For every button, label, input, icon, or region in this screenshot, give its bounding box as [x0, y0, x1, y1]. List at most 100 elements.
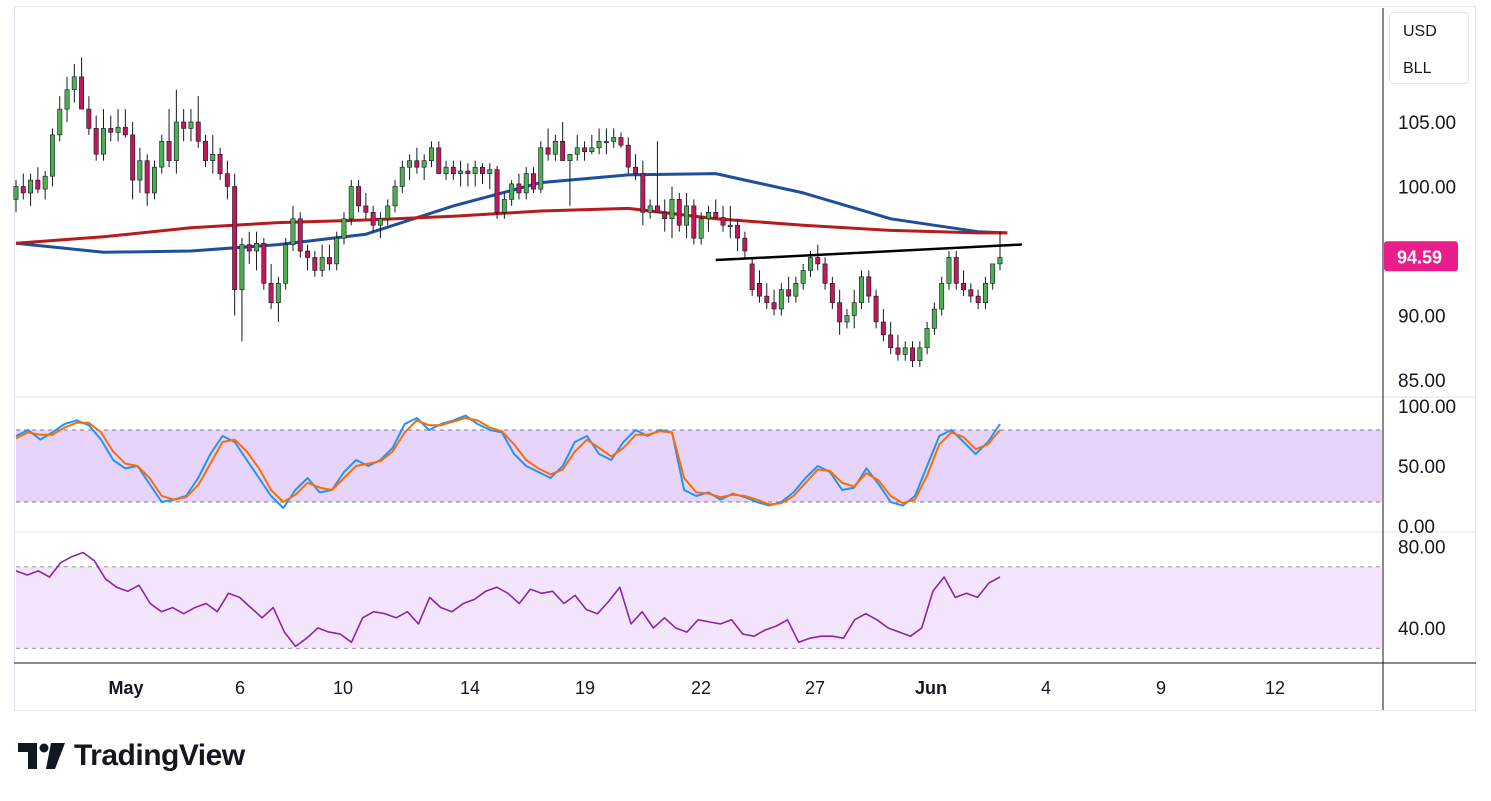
candle-body: [516, 183, 522, 194]
candle-body: [115, 126, 121, 133]
date-label: 10: [333, 678, 353, 698]
date-label: 14: [460, 678, 480, 698]
stochastic-tick-label: 100.00: [1398, 397, 1456, 418]
candle-body: [122, 126, 128, 136]
date-label: 4: [1041, 678, 1051, 698]
candle-body: [676, 199, 682, 226]
price-tick-label: 100.00: [1398, 178, 1456, 199]
month-label: Jun: [915, 678, 947, 698]
candle-body: [275, 282, 281, 303]
candle-body: [428, 147, 434, 162]
candle-body: [742, 237, 748, 252]
candle-body: [130, 134, 136, 181]
candle-body: [290, 218, 296, 245]
symbol-label: BLL: [1403, 60, 1432, 77]
candle-body: [283, 244, 289, 284]
candle-body: [858, 276, 864, 303]
candle-body: [49, 134, 55, 177]
rsi-tick-label: 40.00: [1398, 619, 1446, 640]
candle-body: [618, 137, 624, 146]
chart-frame[interactable]: [14, 6, 1476, 711]
candle-body: [348, 186, 354, 220]
candle-body: [487, 169, 493, 174]
stochastic-tick-label: 0.00: [1398, 517, 1435, 538]
candle-body: [20, 186, 26, 194]
candle-body: [356, 186, 361, 207]
candle-body: [509, 183, 515, 200]
rsi-line: [15, 551, 1001, 648]
candle-body: [312, 257, 318, 271]
candle-body: [997, 257, 1003, 265]
candle-body: [326, 257, 332, 265]
candle-body: [35, 179, 41, 190]
candle-body: [807, 257, 813, 271]
candle-body: [873, 295, 879, 323]
candle-body: [829, 282, 835, 303]
brand-logo[interactable]: TradingView: [18, 736, 245, 776]
candle-body: [450, 166, 456, 174]
currency-label: USD: [1403, 23, 1437, 40]
candle-body: [589, 147, 595, 153]
candle-body: [414, 160, 420, 168]
date-label: 22: [691, 678, 711, 698]
candle-body: [764, 295, 770, 303]
last-price-value: 94.59: [1397, 247, 1442, 267]
candle-body: [370, 212, 376, 226]
candle-body: [756, 282, 762, 297]
candle-body: [953, 257, 959, 284]
candle-body: [101, 128, 106, 155]
candle-body: [990, 263, 996, 284]
candle-body: [560, 141, 566, 161]
neckline-trendline: [715, 243, 1022, 262]
candle-body: [902, 347, 908, 355]
candle-body: [407, 160, 412, 168]
candle-body: [735, 224, 741, 239]
price-tick-label: 105.00: [1398, 113, 1456, 134]
candle-body: [713, 212, 719, 218]
candle-body: [691, 205, 697, 239]
date-label: 27: [805, 678, 825, 698]
candle-body: [917, 347, 923, 361]
candle-body: [210, 154, 216, 162]
candle-body: [530, 173, 536, 190]
candle-body: [596, 141, 602, 149]
candle-body: [268, 282, 274, 303]
candle-body: [982, 282, 988, 303]
candle-body: [108, 128, 114, 133]
candle-body: [749, 263, 755, 290]
candle-body: [778, 289, 784, 310]
candle-body: [436, 147, 442, 174]
candle-body: [254, 243, 259, 252]
candle-body: [319, 257, 325, 271]
date-label: 6: [235, 678, 245, 698]
candle-body: [79, 76, 85, 110]
candle-body: [851, 302, 857, 316]
candle-body: [421, 160, 427, 168]
candle-body: [931, 308, 937, 329]
candle-body: [698, 218, 704, 239]
candle-body: [603, 141, 609, 144]
date-label: 9: [1156, 678, 1166, 698]
stochastic-d-line: [15, 417, 1001, 506]
candle-body: [545, 147, 551, 155]
candle-body: [363, 205, 369, 213]
candle-body: [727, 224, 733, 227]
candle-body: [975, 295, 981, 303]
candles-group: [13, 57, 1003, 368]
candle-body: [334, 237, 340, 265]
candle-body: [479, 166, 485, 174]
candle-body: [472, 166, 478, 174]
candle-body: [224, 173, 230, 187]
candle-body: [93, 128, 99, 155]
currency-selector[interactable]: USD BLL: [1389, 12, 1469, 84]
candle-body: [822, 263, 828, 284]
moving-average-slow: [15, 206, 1008, 245]
candle-body: [968, 289, 974, 297]
candle-body: [705, 212, 711, 220]
candle-body: [144, 160, 150, 194]
month-label: May: [108, 678, 143, 698]
candle-body: [844, 315, 850, 323]
candle-body: [939, 282, 945, 310]
candle-body: [880, 321, 886, 336]
